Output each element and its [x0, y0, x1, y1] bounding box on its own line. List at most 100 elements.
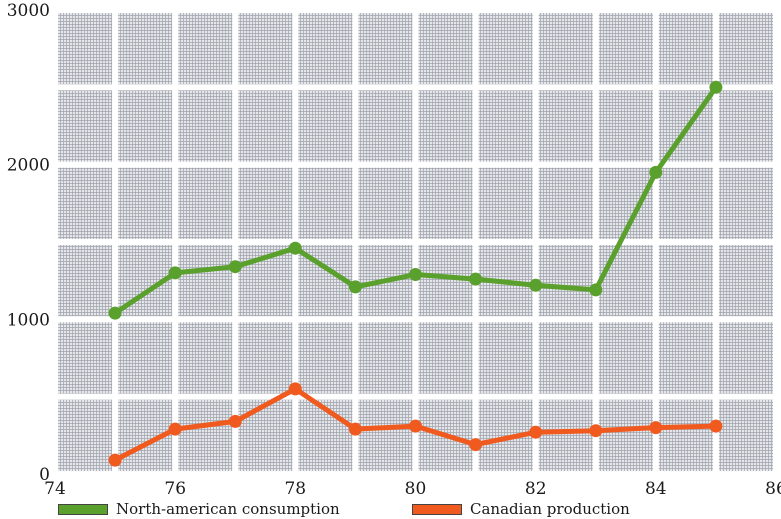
x-tick-label: 78: [284, 479, 306, 499]
data-point: [108, 453, 122, 467]
grid-cell: [238, 322, 293, 394]
grid-cell: [718, 167, 773, 239]
grid-cell: [598, 322, 653, 394]
grid-cell: [358, 90, 413, 162]
x-tick-label: 74: [44, 479, 66, 499]
grid-cell: [718, 245, 773, 317]
grid-cell: [358, 322, 413, 394]
grid: [58, 13, 773, 471]
grid-cell: [658, 13, 713, 85]
y-tick-label: 0: [39, 465, 50, 485]
data-point: [348, 280, 362, 294]
grid-cell: [538, 399, 593, 471]
grid-cell: [238, 399, 293, 471]
data-point: [649, 165, 663, 179]
y-axis-ticks: 0 1000 2000 3000: [7, 1, 50, 485]
grid-cell: [718, 90, 773, 162]
data-point: [469, 438, 483, 452]
data-point: [288, 241, 302, 255]
grid-cell: [58, 322, 113, 394]
grid-cell: [658, 399, 713, 471]
y-tick-label: 2000: [7, 156, 50, 176]
data-point: [228, 414, 242, 428]
grid-cell: [178, 90, 233, 162]
data-point: [168, 422, 182, 436]
grid-cell: [418, 90, 473, 162]
data-point: [589, 283, 603, 297]
legend-label: North-american consumption: [116, 500, 340, 518]
grid-cell: [58, 13, 113, 85]
grid-cell: [478, 90, 533, 162]
grid-cell: [418, 13, 473, 85]
data-point: [108, 306, 122, 320]
grid-cell: [418, 322, 473, 394]
grid-cell: [58, 167, 113, 239]
grid-cell: [718, 13, 773, 85]
grid-cell: [718, 322, 773, 394]
data-point: [589, 424, 603, 438]
grid-cell: [658, 167, 713, 239]
data-point: [709, 80, 723, 94]
grid-cell: [538, 90, 593, 162]
grid-cell: [538, 167, 593, 239]
grid-cell: [118, 90, 173, 162]
data-point: [288, 382, 302, 396]
grid-cell: [418, 167, 473, 239]
grid-cell: [718, 399, 773, 471]
grid-cell: [298, 167, 353, 239]
grid-cell: [58, 245, 113, 317]
chart: 0 1000 2000 3000 74 76 78 80 82 84 86: [7, 1, 781, 499]
grid-cell: [178, 322, 233, 394]
data-point: [649, 421, 663, 435]
x-tick-label: 84: [645, 479, 667, 499]
grid-cell: [358, 399, 413, 471]
grid-cell: [58, 90, 113, 162]
legend-label: Canadian production: [470, 500, 630, 518]
grid-cell: [298, 13, 353, 85]
data-point: [168, 266, 182, 280]
grid-cell: [118, 13, 173, 85]
legend: North-american consumption Canadian prod…: [0, 500, 781, 519]
grid-cell: [178, 167, 233, 239]
data-point: [529, 425, 543, 439]
data-point: [409, 268, 422, 281]
legend-swatch-green: [58, 503, 108, 515]
data-point: [228, 260, 242, 274]
legend-item-canadian-production: Canadian production: [412, 500, 630, 518]
legend-item-north-american-consumption: North-american consumption: [58, 500, 340, 518]
grid-cell: [478, 167, 533, 239]
grid-cell: [538, 322, 593, 394]
grid-cell: [238, 90, 293, 162]
grid-cell: [598, 13, 653, 85]
x-tick-label: 76: [164, 479, 186, 499]
data-point: [409, 419, 422, 433]
x-tick-label: 86: [765, 479, 781, 499]
grid-cell: [598, 245, 653, 317]
series-lines: [108, 80, 723, 467]
grid-cell: [298, 90, 353, 162]
x-tick-label: 82: [525, 479, 547, 499]
grid-cell: [238, 13, 293, 85]
grid-cell: [358, 167, 413, 239]
grid-cell: [178, 245, 233, 317]
grid-cell: [538, 13, 593, 85]
grid-cell: [658, 245, 713, 317]
y-tick-label: 3000: [7, 1, 50, 21]
grid-cell: [58, 399, 113, 471]
grid-cell: [478, 13, 533, 85]
grid-cell: [178, 13, 233, 85]
grid-cell: [118, 322, 173, 394]
legend-swatch-orange: [412, 503, 462, 515]
grid-cell: [598, 90, 653, 162]
x-tick-label: 80: [405, 479, 427, 499]
data-point: [348, 422, 362, 436]
grid-cell: [298, 322, 353, 394]
grid-cell: [238, 167, 293, 239]
grid-cell: [598, 399, 653, 471]
data-point: [469, 272, 483, 286]
data-point: [709, 419, 723, 433]
grid-cell: [478, 322, 533, 394]
y-tick-label: 1000: [7, 310, 50, 330]
x-axis-ticks: 74 76 78 80 82 84 86: [44, 479, 781, 499]
grid-cell: [658, 322, 713, 394]
